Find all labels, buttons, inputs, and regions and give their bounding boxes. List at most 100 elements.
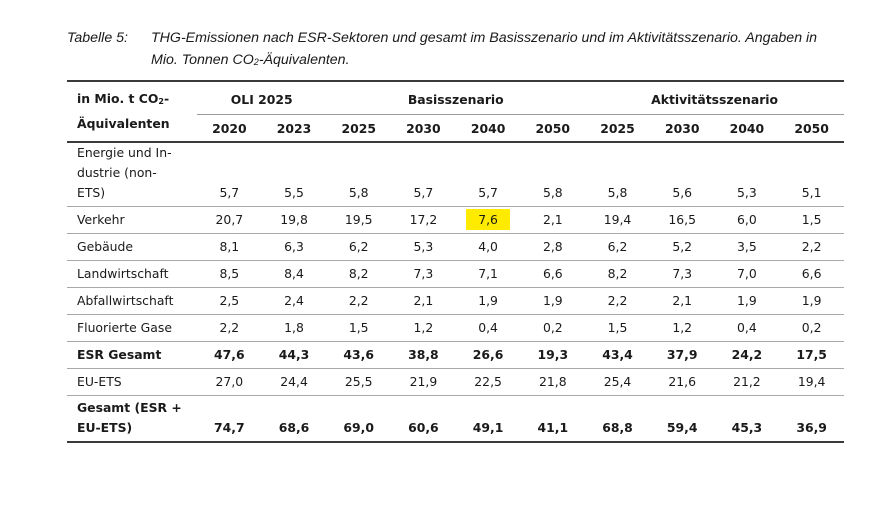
year-header: 2020 [197, 114, 262, 143]
value-cell: 6,6 [779, 260, 844, 288]
value-cell: 43,6 [326, 341, 392, 369]
year-header: 2050 [779, 114, 844, 143]
year-header: 2030 [649, 114, 715, 143]
value-cell: 7,3 [649, 260, 715, 288]
value-cell: 43,4 [585, 341, 650, 369]
row-header-subscript: 2 [158, 97, 164, 106]
table-row: EU-ETS 27,0 24,4 25,5 21,9 22,5 21,8 25,4 21,6 21… [67, 368, 844, 396]
row-label: Verkehr [67, 206, 197, 234]
table-row: Gebäude 8,1 6,3 6,2 5,3 4,0 2,8 6,2 5,2 3,5 2,2 [67, 233, 844, 261]
row-label-line: Energie und In- [77, 145, 172, 160]
value-cell: 60,6 [391, 395, 456, 443]
value-cell: 5,3 [714, 142, 780, 207]
value-cell: 1,5 [326, 314, 392, 342]
value-cell: 2,1 [391, 287, 456, 315]
value-cell: 7,6 [455, 206, 521, 234]
value-cell: 19,4 [585, 206, 650, 234]
group-header-row: in Mio. t CO2- Äquivalenten OLI 2025 Bas… [67, 80, 844, 143]
value-cell: 21,8 [520, 368, 586, 396]
value-cell: 1,2 [649, 314, 715, 342]
value-cell: 41,1 [520, 395, 586, 443]
value-cell: 25,5 [326, 368, 392, 396]
value-cell: 2,8 [520, 233, 586, 261]
value-cell: 21,9 [391, 368, 456, 396]
value-cell: 2,2 [779, 233, 844, 261]
row-label: ESR Gesamt [67, 341, 197, 369]
year-header: 2023 [261, 114, 327, 143]
value-cell: 6,0 [714, 206, 780, 234]
value-cell: 0,4 [455, 314, 521, 342]
row-label-line: ETS) [77, 185, 106, 200]
value-cell: 6,6 [520, 260, 586, 288]
value-cell: 69,0 [326, 395, 392, 443]
row-label: Fluorierte Gase [67, 314, 197, 342]
value-cell: 2,2 [585, 287, 650, 315]
value-cell: 38,8 [391, 341, 456, 369]
value-cell: 5,7 [197, 142, 262, 207]
value-cell: 45,3 [714, 395, 780, 443]
value-cell: 16,5 [649, 206, 715, 234]
row-label: Abfallwirtschaft [67, 287, 197, 315]
value-cell: 68,8 [585, 395, 650, 443]
row-header-line2: Äquivalenten [77, 116, 170, 131]
year-header-row: 2020 2023 2025 2030 2040 2050 2025 2030 2040 2050 [67, 114, 844, 143]
value-cell: 5,3 [391, 233, 456, 261]
row-header-text: in Mio. t CO [77, 91, 159, 106]
value-cell: 5,7 [391, 142, 456, 207]
value-cell: 6,3 [261, 233, 327, 261]
value-cell: 5,8 [326, 142, 392, 207]
row-label-line: EU-ETS) [77, 419, 133, 435]
value-cell: 17,5 [779, 341, 844, 369]
value-cell: 1,9 [520, 287, 586, 315]
table-row: Gesamt (ESR + EU-ETS) 74,7 68,6 69,0 60,6 49,1… [67, 395, 844, 443]
value-cell: 44,3 [261, 341, 327, 369]
value-cell: 2,1 [520, 206, 586, 234]
value-cell: 19,3 [520, 341, 586, 369]
year-header: 2025 [326, 114, 392, 143]
row-label: EU-ETS [67, 368, 197, 396]
value-cell: 1,5 [585, 314, 650, 342]
caption-text: THG-Emissionen nach ESR-Sektoren und ges… [151, 27, 847, 73]
value-cell: 1,8 [261, 314, 327, 342]
value-cell: 5,1 [779, 142, 844, 207]
value-cell: 5,5 [261, 142, 327, 207]
value-cell: 1,2 [391, 314, 456, 342]
row-label: Energie und In-dustrie (non- ETS) [67, 142, 197, 207]
value-cell: 7,0 [714, 260, 780, 288]
table-body: Energie und In-dustrie (non- ETS) 5,7 5,5 5,… [67, 142, 844, 443]
value-cell: 1,5 [779, 206, 844, 234]
value-cell: 8,2 [326, 260, 392, 288]
value-cell: 7,1 [455, 260, 521, 288]
value-cell: 59,4 [649, 395, 715, 443]
value-cell: 19,8 [261, 206, 327, 234]
value-cell: 1,9 [455, 287, 521, 315]
value-cell: 47,6 [197, 341, 262, 369]
table-caption: Tabelle 5: THG-Emissionen nach ESR-Sekto… [67, 27, 847, 73]
row-label: Gesamt (ESR + EU-ETS) [67, 395, 197, 443]
table-row: ESR Gesamt 47,6 44,3 43,6 38,8 26,6 19,3 43,4 37… [67, 341, 844, 369]
group-label: OLI 2025 [230, 91, 293, 107]
value-cell: 5,7 [455, 142, 521, 207]
group-label: Aktivitätsszenario [651, 91, 779, 107]
table-row: Abfallwirtschaft 2,5 2,4 2,2 2,1 1,9 1,9 2,2 2,1… [67, 287, 844, 315]
value-cell: 0,2 [779, 314, 844, 342]
row-label-line: Gesamt (ESR + [77, 399, 182, 415]
table-row: Landwirtschaft 8,5 8,4 8,2 7,3 7,1 6,6 8,2 7,3 7,… [67, 260, 844, 288]
value-cell: 4,0 [455, 233, 521, 261]
value-cell: 25,4 [585, 368, 650, 396]
value-cell: 1,9 [714, 287, 780, 315]
value-cell: 7,3 [391, 260, 456, 288]
year-header: 2025 [585, 114, 650, 143]
value-cell: 0,2 [520, 314, 586, 342]
value-cell: 8,2 [585, 260, 650, 288]
value-cell: 19,4 [779, 368, 844, 396]
value-cell: 2,2 [197, 314, 262, 342]
value-cell: 2,2 [326, 287, 392, 315]
value-cell: 20,7 [197, 206, 262, 234]
group-header-basisszenario: Basisszenario [326, 80, 586, 115]
value-cell: 37,9 [649, 341, 715, 369]
caption-text-part1: THG-Emissionen nach ESR-Sektoren und ges… [151, 30, 818, 68]
value-cell: 21,2 [714, 368, 780, 396]
value-cell: 8,4 [261, 260, 327, 288]
row-header-line1: in Mio. t CO2- [77, 91, 169, 106]
